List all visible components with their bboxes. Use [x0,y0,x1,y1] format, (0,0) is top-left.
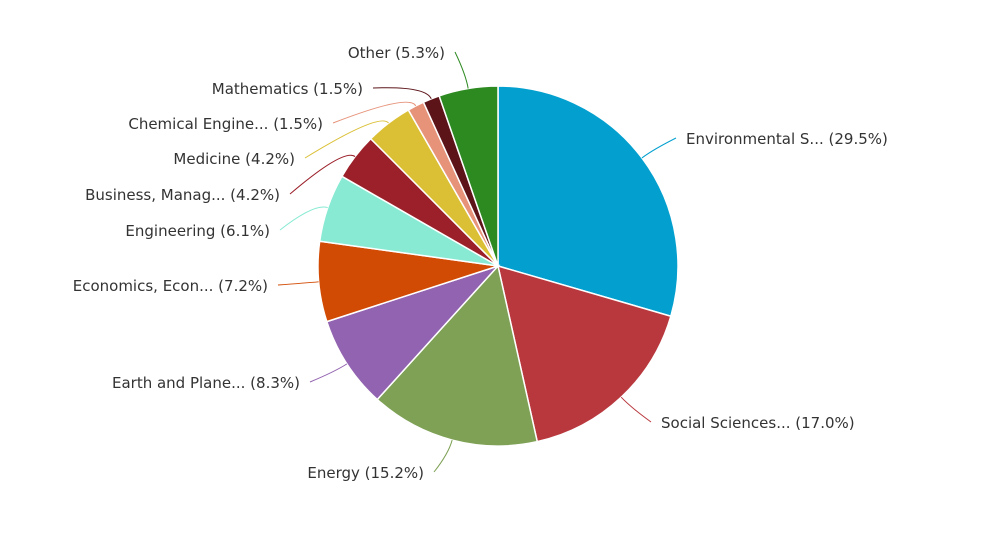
leader-line-medicine [304,120,389,159]
slice-label-other: Other (5.3%) [348,44,445,62]
leader-line-chemical-engine [332,101,417,124]
slice-label-medicine: Medicine (4.2%) [173,150,295,168]
pie-slice-earth-and-plane[interactable] [325,264,501,401]
slice-label-mathematics: Mathematics (1.5%) [212,80,363,98]
slice-label-social-sciences: Social Sciences... (17.0%) [661,414,855,432]
leader-line-engineering [279,206,328,231]
leader-lines [277,51,677,473]
slice-label-environmental-s: Environmental S... (29.5%) [686,130,888,148]
leader-line-economics-econ [277,281,319,286]
leader-line-social-sciences [620,396,652,423]
slice-label-engineering: Engineering (6.1%) [125,222,270,240]
slice-label-business-manag: Business, Manag... (4.2%) [85,186,280,204]
slice-label-earth-and-plane: Earth and Plane... (8.3%) [112,374,300,392]
leader-line-business-manag [289,154,356,195]
leader-line-other [454,51,469,89]
leader-line-environmental-s [641,137,677,159]
slice-label-chemical-engine: Chemical Engine... (1.5%) [128,115,323,133]
slice-label-economics-econ: Economics, Econ... (7.2%) [73,277,268,295]
leader-line-mathematics [372,87,432,100]
slice-label-energy: Energy (15.2%) [307,464,424,482]
leader-line-earth-and-plane [309,363,348,383]
slice-labels: Environmental S... (29.5%) Social Science… [73,44,888,482]
leader-line-energy [433,439,453,473]
pie-slices [317,85,679,447]
